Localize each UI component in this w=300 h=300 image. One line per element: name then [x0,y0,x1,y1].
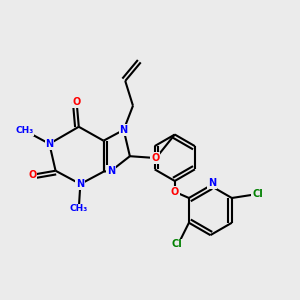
Text: N: N [120,125,128,135]
Text: Cl: Cl [252,189,263,199]
Text: O: O [28,170,37,180]
Text: Cl: Cl [171,239,182,249]
Text: N: N [76,179,84,189]
Text: O: O [73,97,81,107]
Text: CH₃: CH₃ [16,126,34,135]
Text: N: N [107,166,116,176]
Text: O: O [151,153,159,163]
Text: N: N [45,139,53,149]
Text: O: O [171,187,179,197]
Text: CH₃: CH₃ [70,204,88,213]
Text: N: N [208,178,216,188]
